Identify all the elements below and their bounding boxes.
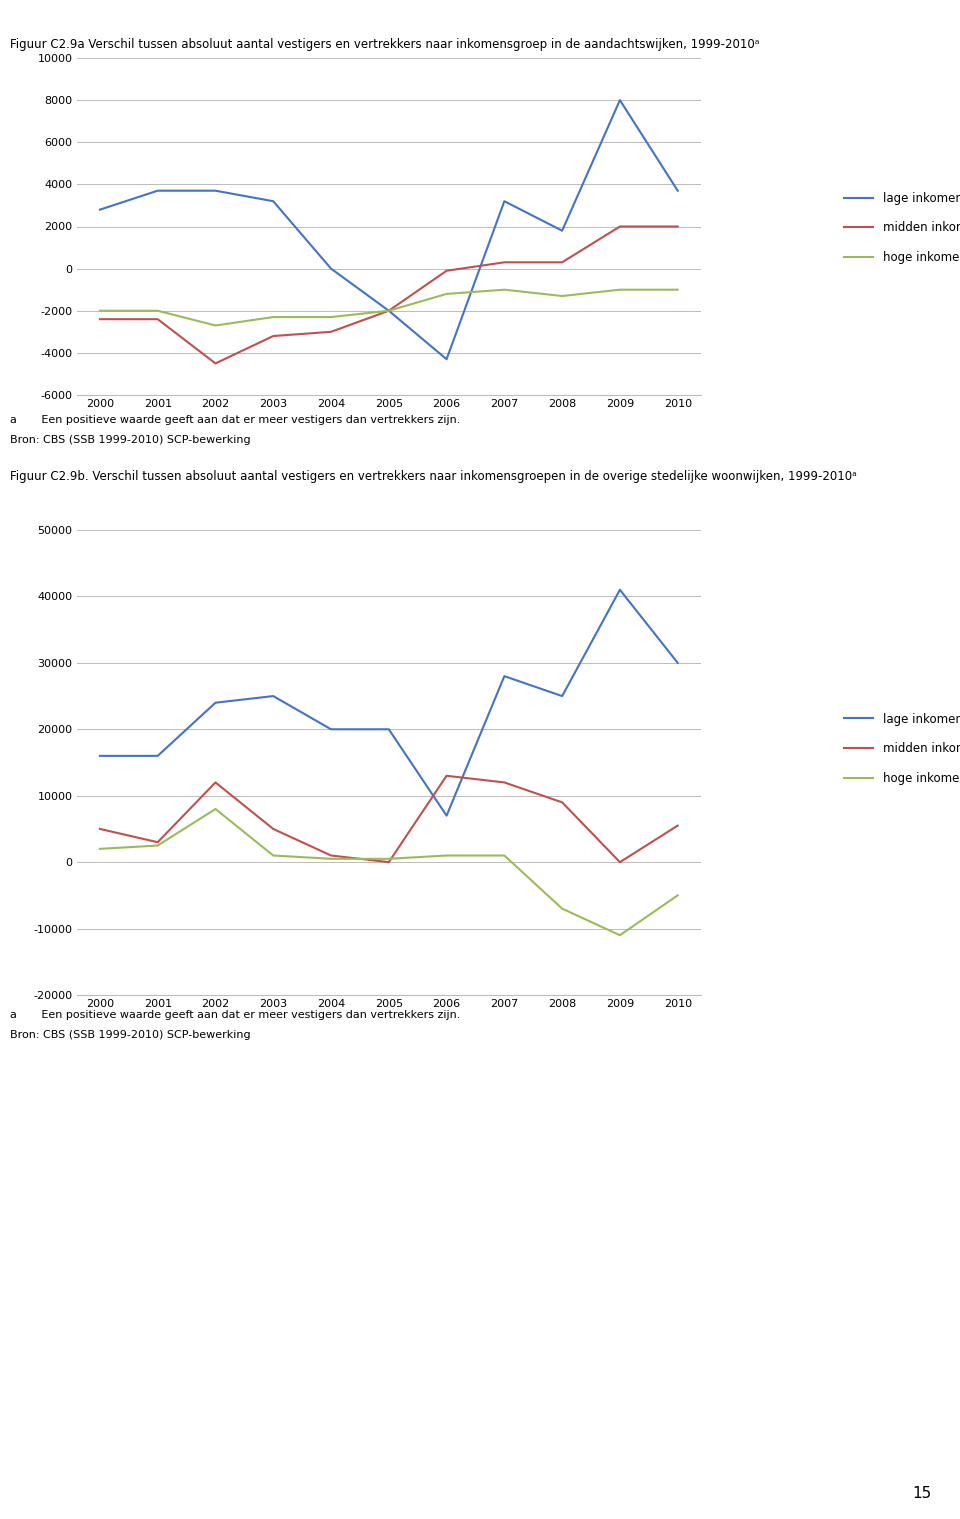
Text: Figuur C2.9b. Verschil tussen absoluut aantal vestigers en vertrekkers naar inko: Figuur C2.9b. Verschil tussen absoluut a… (10, 469, 856, 483)
Legend: lage inkomens, midden inkomens, hoge inkomens: lage inkomens, midden inkomens, hoge ink… (844, 191, 960, 264)
Text: Bron: CBS (SSB 1999-2010) SCP-bewerking: Bron: CBS (SSB 1999-2010) SCP-bewerking (10, 1030, 251, 1041)
Text: a       Een positieve waarde geeft aan dat er meer vestigers dan vertrekkers zij: a Een positieve waarde geeft aan dat er … (10, 415, 460, 425)
Text: 15: 15 (912, 1486, 931, 1501)
Text: Figuur C2.9a Verschil tussen absoluut aantal vestigers en vertrekkers naar inkom: Figuur C2.9a Verschil tussen absoluut aa… (10, 38, 759, 52)
Text: a       Een positieve waarde geeft aan dat er meer vestigers dan vertrekkers zij: a Een positieve waarde geeft aan dat er … (10, 1010, 460, 1019)
Text: Bron: CBS (SSB 1999-2010) SCP-bewerking: Bron: CBS (SSB 1999-2010) SCP-bewerking (10, 434, 251, 445)
Legend: lage inkomens, midden inkomens, hoge inkomens: lage inkomens, midden inkomens, hoge ink… (844, 712, 960, 785)
